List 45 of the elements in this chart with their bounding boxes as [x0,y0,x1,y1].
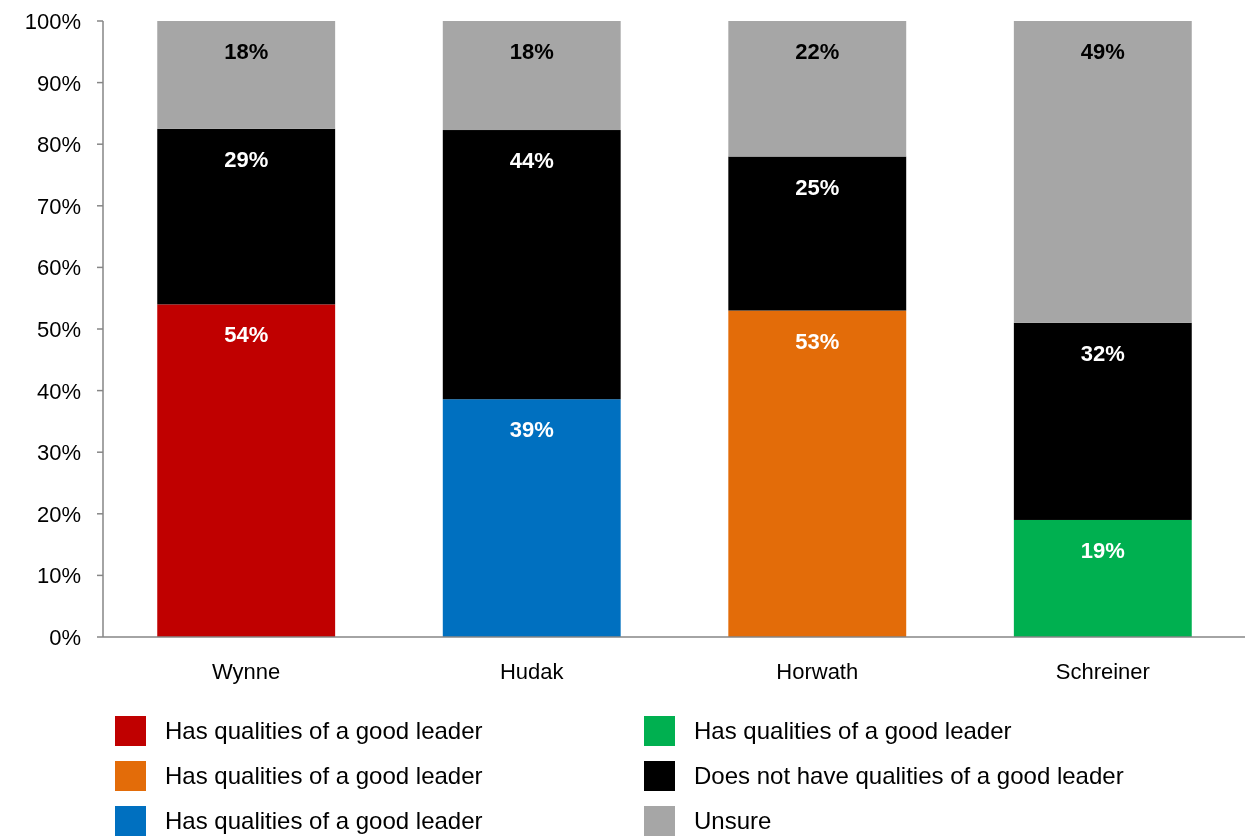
y-tick-label: 60% [36,255,81,281]
bar [442,21,621,131]
y-tick-label: 10% [36,563,81,589]
y-tick-label: 50% [36,317,81,342]
data-label: 53% [795,328,840,354]
bar [1013,21,1192,323]
data-label: 18% [224,39,269,64]
data-label: 32% [1080,340,1125,366]
bar [157,304,336,637]
x-tick-label: Schreiner [1055,659,1150,684]
data-label: 18% [509,39,554,64]
data-label: 54% [224,322,269,348]
x-tick-label: Hudak [499,659,565,684]
bar [1013,322,1192,520]
bar [157,128,336,305]
legend-label: Has qualities of a good leader [165,717,483,744]
bar [442,130,621,400]
bar [442,399,621,637]
y-tick-label: 80% [36,132,81,158]
data-label: 49% [1080,39,1125,64]
y-tick-label: 20% [36,501,81,527]
bar [157,21,336,129]
data-label: 29% [224,146,269,172]
x-tick-label: Wynne [212,659,281,684]
y-tick-label: 100% [24,9,81,34]
data-label: 39% [509,417,554,443]
data-label: 25% [795,174,840,200]
y-tick-label: 0% [49,625,81,650]
legend-label: Unsure [694,807,772,834]
legend-label: Has qualities of a good leader [165,807,483,834]
bar [728,156,907,311]
legend-label: Has qualities of a good leader [694,717,1012,744]
data-label: 22% [795,39,840,64]
y-tick-label: 30% [36,440,81,466]
bar [728,21,907,157]
bar [728,310,907,637]
legend-label: Has qualities of a good leader [165,762,483,789]
bar [1013,519,1192,637]
y-tick-label: 90% [36,70,81,96]
legend-label: Does not have qualities of a good leader [694,762,1124,789]
data-label: 44% [509,148,554,174]
y-tick-label: 40% [36,378,81,404]
y-tick-label: 70% [36,193,81,219]
data-label: 19% [1080,537,1125,563]
x-tick-label: Horwath [776,659,859,684]
